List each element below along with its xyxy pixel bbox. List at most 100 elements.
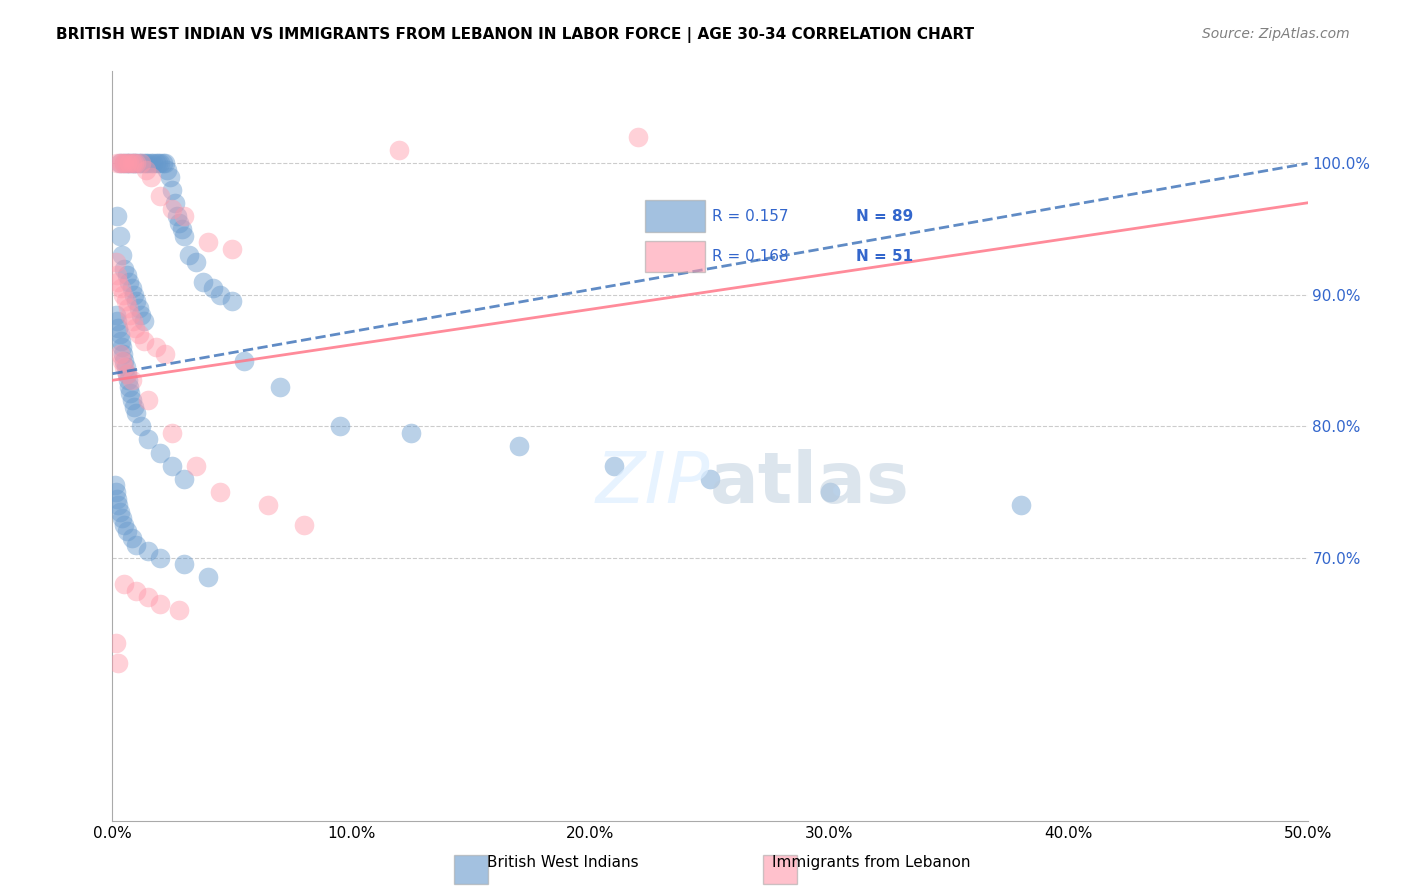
Point xyxy=(118,380,141,394)
Point xyxy=(221,294,243,309)
Point xyxy=(114,294,136,309)
Point xyxy=(107,498,129,512)
Text: atlas: atlas xyxy=(710,449,910,518)
Point xyxy=(169,215,191,229)
Point xyxy=(197,570,219,584)
Point xyxy=(401,425,423,440)
Point xyxy=(121,531,143,545)
Point xyxy=(111,340,134,354)
Point xyxy=(138,156,160,170)
Point xyxy=(329,419,352,434)
Point xyxy=(104,478,127,492)
Point xyxy=(122,156,145,170)
Point xyxy=(105,485,128,500)
Point xyxy=(139,156,162,170)
Point xyxy=(163,195,186,210)
Point xyxy=(153,156,176,170)
Point xyxy=(125,156,148,170)
Point xyxy=(149,156,172,170)
Point xyxy=(1010,498,1032,512)
Point xyxy=(201,281,224,295)
Point xyxy=(145,156,167,170)
Point xyxy=(105,314,128,328)
Point xyxy=(603,458,626,473)
Point xyxy=(388,143,411,157)
Point xyxy=(135,163,157,178)
Point xyxy=(627,130,650,145)
Point xyxy=(135,156,157,170)
Point xyxy=(121,314,143,328)
Point xyxy=(162,458,183,473)
Point xyxy=(121,392,143,407)
FancyBboxPatch shape xyxy=(763,855,797,884)
Point xyxy=(122,156,145,170)
Point xyxy=(149,550,172,565)
Point xyxy=(257,498,280,512)
Point xyxy=(105,268,128,282)
Point xyxy=(105,636,128,650)
Point xyxy=(138,590,160,604)
Point xyxy=(233,353,256,368)
Point xyxy=(108,156,131,170)
Point xyxy=(115,156,138,170)
Point xyxy=(152,156,174,170)
Point xyxy=(121,373,143,387)
Point xyxy=(129,308,152,322)
Point xyxy=(107,275,129,289)
Point xyxy=(122,288,145,302)
Point xyxy=(115,268,138,282)
Point xyxy=(110,281,132,295)
Point xyxy=(114,577,135,591)
Point xyxy=(108,505,131,519)
Point xyxy=(132,314,155,328)
Point xyxy=(117,373,139,387)
Point xyxy=(149,597,172,611)
Point xyxy=(112,347,135,361)
Point xyxy=(128,156,150,170)
Point xyxy=(105,491,128,506)
Point xyxy=(114,360,136,375)
Point xyxy=(118,156,141,170)
Point xyxy=(138,392,160,407)
Point xyxy=(108,347,131,361)
Point xyxy=(114,517,135,532)
Text: British West Indians: British West Indians xyxy=(486,855,638,870)
Point xyxy=(818,485,841,500)
Point xyxy=(124,320,146,334)
Point xyxy=(149,189,172,203)
Point xyxy=(173,228,195,243)
Point xyxy=(117,301,139,315)
Point xyxy=(120,308,142,322)
Point xyxy=(121,281,143,295)
Point xyxy=(111,156,134,170)
Point xyxy=(221,242,243,256)
Point xyxy=(169,603,191,617)
Point xyxy=(193,275,215,289)
Point xyxy=(105,308,128,322)
Text: ZIP: ZIP xyxy=(596,449,710,518)
Point xyxy=(209,485,232,500)
Point xyxy=(105,209,128,223)
Point xyxy=(108,228,131,243)
Text: BRITISH WEST INDIAN VS IMMIGRANTS FROM LEBANON IN LABOR FORCE | AGE 30-34 CORREL: BRITISH WEST INDIAN VS IMMIGRANTS FROM L… xyxy=(56,27,974,43)
Point xyxy=(177,248,200,262)
Point xyxy=(115,367,138,381)
Point xyxy=(149,445,172,459)
Point xyxy=(125,583,148,598)
Point xyxy=(115,524,138,539)
Point xyxy=(121,156,143,170)
Point xyxy=(699,472,721,486)
Point xyxy=(128,301,150,315)
Point xyxy=(186,458,208,473)
Point xyxy=(114,261,135,276)
Point xyxy=(197,235,219,250)
Point xyxy=(173,558,195,572)
Point xyxy=(125,156,148,170)
Point xyxy=(132,156,155,170)
Point xyxy=(108,156,131,170)
Point xyxy=(209,288,232,302)
Point xyxy=(125,538,148,552)
Point xyxy=(186,255,208,269)
Point xyxy=(138,544,160,558)
Point xyxy=(114,156,135,170)
